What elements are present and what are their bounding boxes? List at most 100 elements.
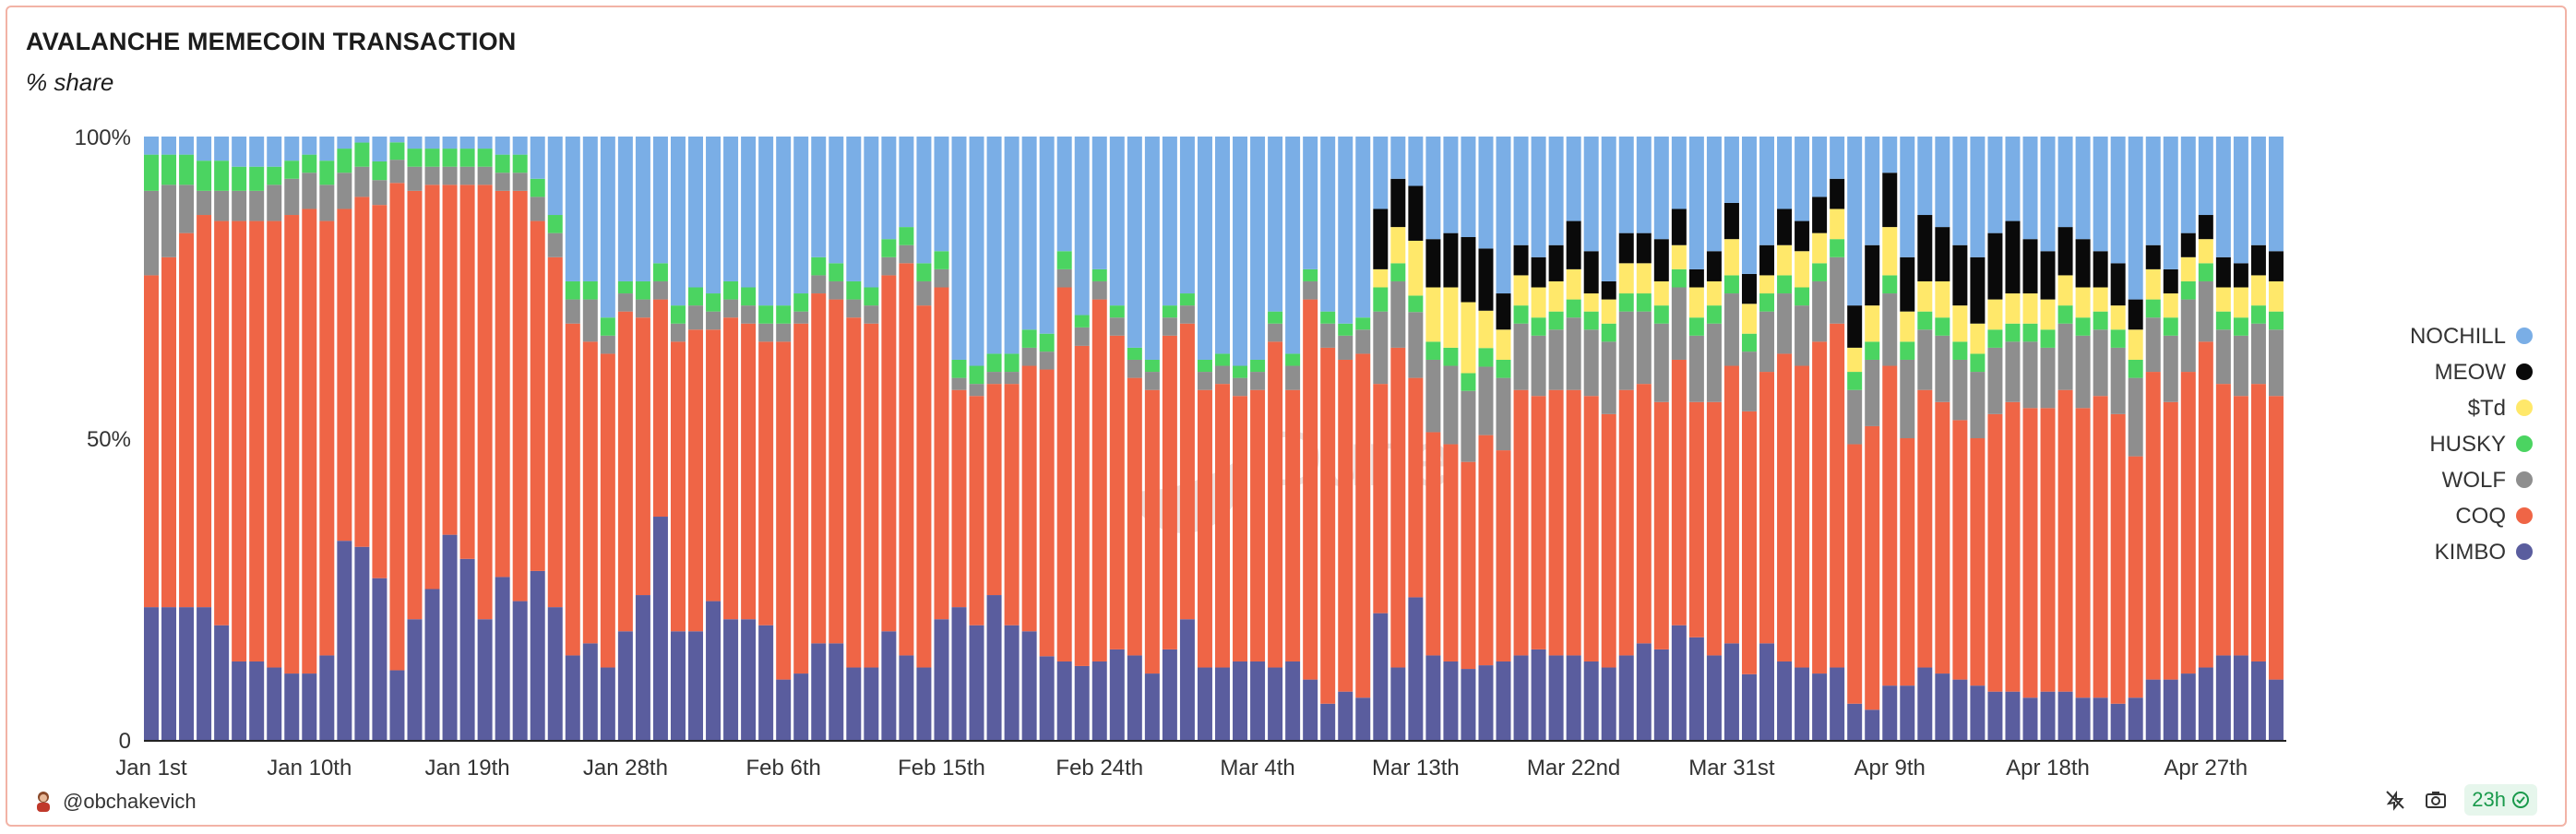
bar-segment-wolf[interactable] [1830,256,1845,324]
bar-segment-wolf[interactable] [372,180,388,206]
bar-segment-wolf[interactable] [1390,280,1406,348]
bar-segment-kimbo[interactable] [1795,667,1810,740]
bar-segment-kimbo[interactable] [1443,661,1459,740]
bar-segment-nochill[interactable] [723,137,739,281]
bar-segment-meow[interactable] [1390,178,1406,228]
bar-segment-nochill[interactable] [1653,137,1669,240]
bar-segment-wolf[interactable] [1812,280,1828,342]
bar-segment-td[interactable] [2233,287,2248,318]
bar-segment-coq[interactable] [688,329,704,632]
bar-segment-meow[interactable] [2022,239,2038,294]
bar-segment-wolf[interactable] [1091,280,1107,300]
bar-segment-coq[interactable] [1777,353,1793,661]
bar-segment-kimbo[interactable] [2215,655,2231,740]
bar-segment-coq[interactable] [1197,389,1212,668]
bar-segment-coq[interactable] [2075,408,2091,698]
bar-segment-nochill[interactable] [2250,137,2266,245]
bar-segment-husky[interactable] [1688,317,1704,336]
bar-segment-nochill[interactable] [986,137,1002,354]
bar-segment-nochill[interactable] [1795,137,1810,221]
bar-segment-wolf[interactable] [284,178,300,216]
bar-segment-coq[interactable] [1741,411,1757,674]
bar-segment-kimbo[interactable] [1812,673,1828,740]
bar-segment-coq[interactable] [1425,432,1441,656]
bar-segment-coq[interactable] [1970,438,1986,686]
bar-segment-meow[interactable] [1777,208,1793,245]
bar-segment-meow[interactable] [1723,202,1739,240]
bar-segment-kimbo[interactable] [916,667,932,740]
bar-segment-coq[interactable] [2040,408,2056,692]
bar-segment-coq[interactable] [1250,389,1266,661]
bar-segment-husky[interactable] [2040,329,2056,348]
bar-segment-meow[interactable] [1461,237,1476,303]
bar-segment-coq[interactable] [1233,396,1248,661]
bar-segment-coq[interactable] [582,341,598,644]
bar-segment-kimbo[interactable] [582,643,598,740]
bar-segment-wolf[interactable] [1566,317,1581,390]
bar-segment-coq[interactable] [1706,401,1722,656]
bar-segment-husky[interactable] [1268,311,1283,324]
bar-segment-td[interactable] [1390,227,1406,264]
bar-segment-meow[interactable] [2180,232,2196,257]
bar-segment-wolf[interactable] [2128,377,2143,457]
bar-segment-td[interactable] [1777,244,1793,276]
bar-segment-coq[interactable] [1091,299,1107,661]
bar-segment-td[interactable] [2040,299,2056,330]
bar-segment-husky[interactable] [1513,305,1529,324]
bar-segment-wolf[interactable] [1162,317,1177,336]
bar-segment-nochill[interactable] [1074,137,1090,316]
bar-segment-husky[interactable] [1004,353,1020,373]
bar-segment-husky[interactable] [706,293,722,312]
bar-segment-wolf[interactable] [512,173,528,191]
bar-segment-husky[interactable] [2198,263,2213,281]
bar-segment-husky[interactable] [1355,317,1371,330]
bar-segment-wolf[interactable] [2057,323,2073,390]
bar-segment-coq[interactable] [1847,444,1863,704]
bar-segment-husky[interactable] [249,166,265,191]
bar-segment-kimbo[interactable] [793,673,809,740]
bar-segment-wolf[interactable] [1373,311,1389,385]
bar-segment-nochill[interactable] [1127,137,1142,348]
bar-segment-nochill[interactable] [2005,137,2021,221]
bar-segment-nochill[interactable] [1970,137,1986,257]
bar-segment-kimbo[interactable] [846,667,862,740]
bar-segment-meow[interactable] [2163,268,2178,294]
bar-segment-coq[interactable] [1795,365,1810,668]
bar-segment-coq[interactable] [1513,389,1529,656]
bar-segment-nochill[interactable] [2075,137,2091,240]
bar-segment-kimbo[interactable] [1777,661,1793,740]
bar-segment-nochill[interactable] [477,137,493,149]
bar-segment-husky[interactable] [864,287,879,306]
bar-segment-kimbo[interactable] [723,619,739,740]
bar-segment-wolf[interactable] [495,173,510,191]
bar-segment-nochill[interactable] [197,137,212,161]
bar-segment-kimbo[interactable] [2075,697,2091,740]
bar-segment-coq[interactable] [249,220,265,661]
bar-segment-meow[interactable] [1636,232,1652,264]
bar-segment-wolf[interactable] [477,166,493,185]
bar-segment-nochill[interactable] [1759,137,1775,245]
bar-segment-nochill[interactable] [1688,137,1704,269]
bar-segment-husky[interactable] [565,280,580,300]
bar-segment-wolf[interactable] [179,185,195,233]
bar-segment-wolf[interactable] [1882,293,1898,366]
bar-segment-coq[interactable] [1865,425,1880,710]
bar-segment-husky[interactable] [1074,315,1090,328]
bar-segment-kimbo[interactable] [1759,643,1775,740]
bar-segment-wolf[interactable] [617,293,633,312]
bar-segment-nochill[interactable] [969,137,984,366]
bar-segment-coq[interactable] [1882,365,1898,686]
bar-segment-td[interactable] [2128,329,2143,360]
bar-segment-husky[interactable] [881,239,897,257]
bar-segment-coq[interactable] [512,190,528,602]
bar-segment-wolf[interactable] [846,299,862,318]
bar-segment-td[interactable] [2215,287,2231,312]
bar-segment-td[interactable] [1461,302,1476,374]
bar-segment-coq[interactable] [1566,389,1581,656]
bar-segment-wolf[interactable] [2268,329,2284,397]
bar-segment-wolf[interactable] [1021,347,1037,366]
bar-segment-coq[interactable] [1812,341,1828,674]
bar-segment-coq[interactable] [1215,384,1230,668]
bar-segment-husky[interactable] [337,149,352,173]
bar-segment-nochill[interactable] [161,137,177,155]
